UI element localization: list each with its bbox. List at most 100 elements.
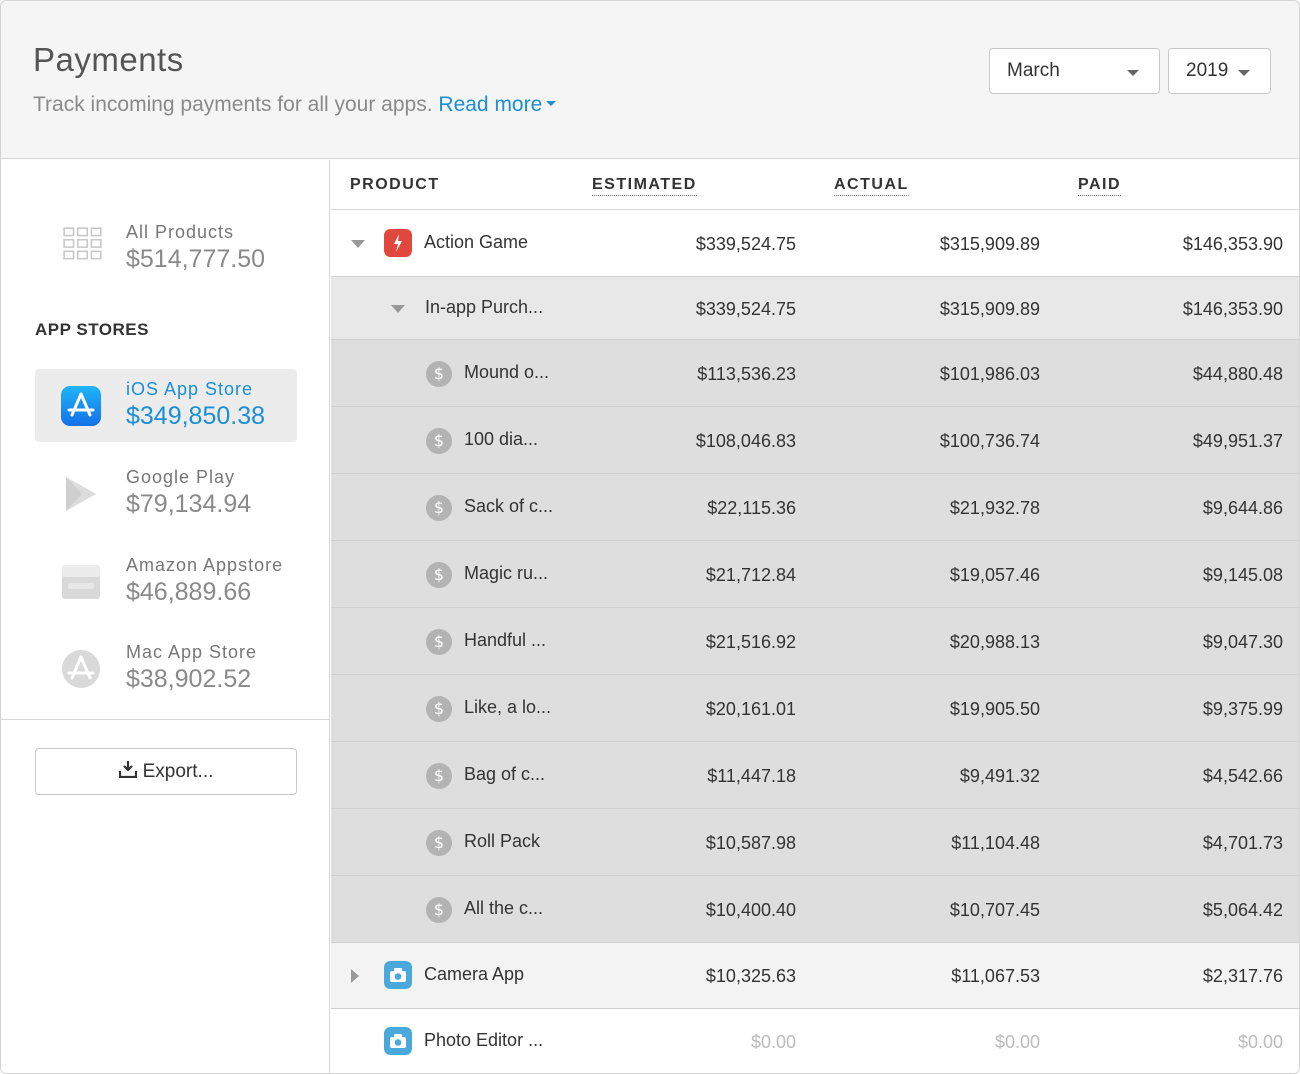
dollar-coin-icon: $ (426, 562, 452, 588)
ios-app-store-icon (61, 386, 101, 426)
product-name: Like, a lo... (464, 697, 552, 717)
column-header-paid[interactable]: PAID (1078, 176, 1122, 196)
actual-value: $21,932.78 (949, 498, 1040, 518)
amazon-appstore-icon (62, 565, 100, 599)
download-icon (118, 760, 137, 779)
product-name: Action Game (424, 232, 529, 252)
subtitle-text: Track incoming payments for all your app… (33, 93, 433, 116)
table-row[interactable]: $ Roll Pack $10,587.98 $11,104.48 $4,701.73 (331, 809, 1299, 876)
estimated-value: $10,587.98 (705, 833, 796, 853)
estimated-value: $113,536.23 (697, 364, 796, 384)
estimated-value: $108,046.83 (695, 431, 796, 451)
dollar-coin-icon: $ (426, 897, 452, 923)
product-name: Bag of c... (464, 764, 546, 784)
google-play-icon (66, 477, 96, 511)
actual-value: $9,491.32 (959, 766, 1040, 786)
estimated-value: $20,161.01 (705, 699, 796, 719)
table-row[interactable]: In-app Purch... $339,524.75 $315,909.89 $14… (331, 277, 1299, 340)
table-row[interactable]: $ Handful ... $21,516.92 $20,988.13 $9,047.3… (331, 608, 1299, 675)
actual-value: $100,736.74 (939, 431, 1040, 451)
table-row[interactable]: $ Sack of c... $22,115.36 $21,932.78 $9,644.… (331, 474, 1299, 541)
all-products-label: All Products (126, 222, 235, 242)
sidebar: All Products $514,777.50 APP STORES iOS … (1, 160, 330, 1073)
column-header-estimated[interactable]: ESTIMATED (592, 176, 697, 196)
paid-value: $9,047.30 (1202, 632, 1283, 652)
table-row[interactable]: $100 dia... $108,046.83 $100,736.74 $49,951… (331, 407, 1299, 474)
camera-app-icon (384, 961, 412, 989)
store-value: $349,850.38 (126, 402, 266, 430)
paid-value: $44,880.48 (1192, 364, 1283, 384)
chevron-down-icon (1238, 70, 1250, 76)
estimated-value: $339,524.75 (695, 234, 796, 254)
year-select[interactable]: 2019 (1168, 48, 1271, 94)
expand-toggle-icon[interactable] (391, 305, 405, 313)
chevron-down-icon (1127, 70, 1139, 76)
paid-value: $49,951.37 (1192, 431, 1283, 451)
month-select-value: March (1007, 60, 1060, 81)
table-row[interactable]: $ Magic ru... $21,712.84 $19,057.46 $9,145.0… (331, 541, 1299, 608)
estimated-value: $22,115.36 (707, 498, 796, 518)
store-label: iOS App Store (126, 379, 254, 399)
dollar-coin-icon: $ (426, 763, 452, 789)
sidebar-item-all-products[interactable]: All Products $514,777.50 (35, 212, 297, 285)
estimated-value: $21,516.92 (705, 632, 796, 652)
sidebar-item-google-play[interactable]: Google Play $79,134.94 (35, 457, 297, 530)
estimated-value: $10,325.63 (705, 966, 796, 986)
dollar-coin-icon: $ (426, 428, 452, 454)
actual-value: $19,057.46 (949, 565, 1040, 585)
actual-value: $11,067.53 (951, 966, 1040, 986)
sidebar-item-mac-app-store[interactable]: Mac App Store $38,902.52 (35, 632, 297, 705)
product-name: Photo Editor ... (424, 1030, 544, 1050)
table-row[interactable]: Action Game $339,524.75 $315,909.89 $146,35… (331, 210, 1299, 277)
paid-value: $5,064.42 (1202, 900, 1283, 920)
read-more-link[interactable]: Read more (438, 93, 557, 116)
paid-value: $4,542.66 (1202, 766, 1283, 786)
collapse-toggle-icon[interactable] (351, 969, 359, 983)
table-row[interactable]: $ All the c... $10,400.40 $10,707.45 $5,064.… (331, 876, 1299, 943)
column-header-actual[interactable]: ACTUAL (834, 176, 909, 196)
product-name: All the c... (464, 898, 544, 918)
actual-value: $10,707.45 (949, 900, 1040, 920)
paid-value: $4,701.73 (1202, 833, 1283, 853)
action-game-icon (384, 229, 412, 257)
estimated-value: $10,400.40 (705, 900, 796, 920)
payments-table: PRODUCT ESTIMATED ACTUAL PAID Action Gam… (331, 160, 1299, 1073)
paid-value: $9,644.86 (1202, 498, 1283, 518)
table-header: PRODUCT ESTIMATED ACTUAL PAID (331, 160, 1299, 210)
table-row[interactable]: Photo Editor ... $0.00 $0.00 $0.00 (331, 1009, 1299, 1073)
product-name: In-app Purch... (425, 297, 544, 317)
dollar-coin-icon: $ (426, 696, 452, 722)
dollar-coin-icon: $ (426, 495, 452, 521)
sidebar-item-ios-app-store[interactable]: iOS App Store $349,850.38 (35, 369, 297, 442)
actual-value: $0.00 (994, 1032, 1040, 1052)
dollar-coin-icon: $ (426, 830, 452, 856)
read-more-label: Read more (438, 93, 543, 116)
expand-toggle-icon[interactable] (351, 240, 365, 248)
paid-value: $9,375.99 (1202, 699, 1283, 719)
actual-value: $20,988.13 (949, 632, 1040, 652)
export-label: Export... (142, 761, 214, 782)
month-select[interactable]: March (989, 48, 1160, 94)
table-row[interactable]: $ Like, a lo... $20,161.01 $19,905.50 $9,375… (331, 675, 1299, 742)
paid-value: $0.00 (1237, 1032, 1283, 1052)
table-row[interactable]: $ Mound o... $113,536.23 $101,986.03 $44,880… (331, 340, 1299, 407)
store-label: Google Play (126, 467, 236, 487)
paid-value: $9,145.08 (1202, 565, 1283, 585)
actual-value: $315,909.89 (939, 234, 1040, 254)
chevron-down-icon (546, 100, 557, 106)
actual-value: $101,986.03 (939, 364, 1040, 384)
table-row[interactable]: Camera App $10,325.63 $11,067.53 $2,317.76 (331, 943, 1299, 1009)
camera-app-icon (384, 1027, 412, 1055)
table-row[interactable]: $ Bag of c... $11,447.18 $9,491.32 $4,542.66 (331, 742, 1299, 809)
page-subtitle: Track incoming payments for all your app… (33, 93, 557, 117)
export-button[interactable]: Export... (35, 748, 297, 795)
all-products-value: $514,777.50 (126, 245, 266, 273)
page-header: Payments Track incoming payments for all… (1, 1, 1299, 159)
estimated-value: $0.00 (750, 1032, 796, 1052)
actual-value: $11,104.48 (951, 833, 1040, 853)
sidebar-item-amazon-appstore[interactable]: Amazon Appstore $46,889.66 (35, 545, 297, 618)
column-header-product: PRODUCT (350, 176, 440, 193)
app-stores-heading: APP STORES (35, 320, 149, 339)
year-select-value: 2019 (1186, 60, 1229, 81)
